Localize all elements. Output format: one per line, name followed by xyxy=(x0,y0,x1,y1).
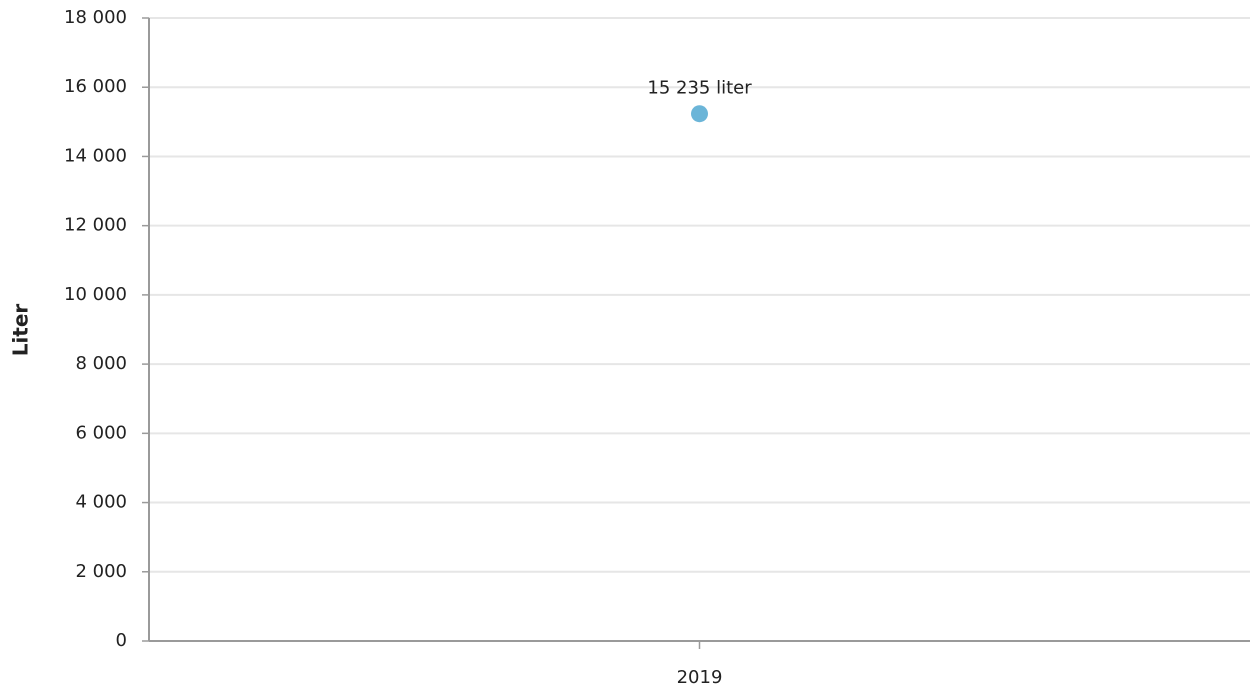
y-tick-label: 10 000 xyxy=(64,284,127,305)
y-tick-label: 8 000 xyxy=(75,353,127,374)
y-axis-label: Liter xyxy=(9,304,33,357)
y-tick-label: 14 000 xyxy=(64,145,127,166)
y-tick-label: 18 000 xyxy=(64,7,127,28)
y-tick-label: 4 000 xyxy=(75,492,127,513)
data-label: 15 235 liter xyxy=(647,78,752,99)
y-tick-label: 16 000 xyxy=(64,76,127,97)
y-tick-label: 6 000 xyxy=(75,422,127,443)
y-tick-label: 12 000 xyxy=(64,215,127,236)
data-point xyxy=(691,105,708,123)
y-tick-label: 2 000 xyxy=(75,561,127,582)
x-tick-label: 2019 xyxy=(677,667,723,688)
y-tick-label: 0 xyxy=(116,630,127,651)
